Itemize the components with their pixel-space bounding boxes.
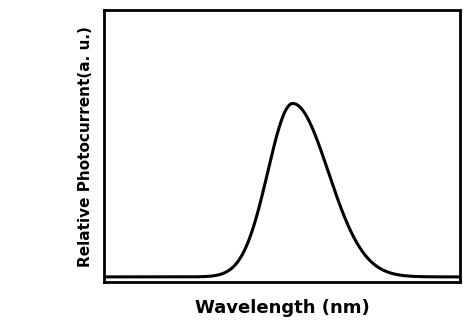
Y-axis label: Relative Photocurrent(a. u.): Relative Photocurrent(a. u.) xyxy=(78,26,93,266)
X-axis label: Wavelength (nm): Wavelength (nm) xyxy=(195,299,369,317)
